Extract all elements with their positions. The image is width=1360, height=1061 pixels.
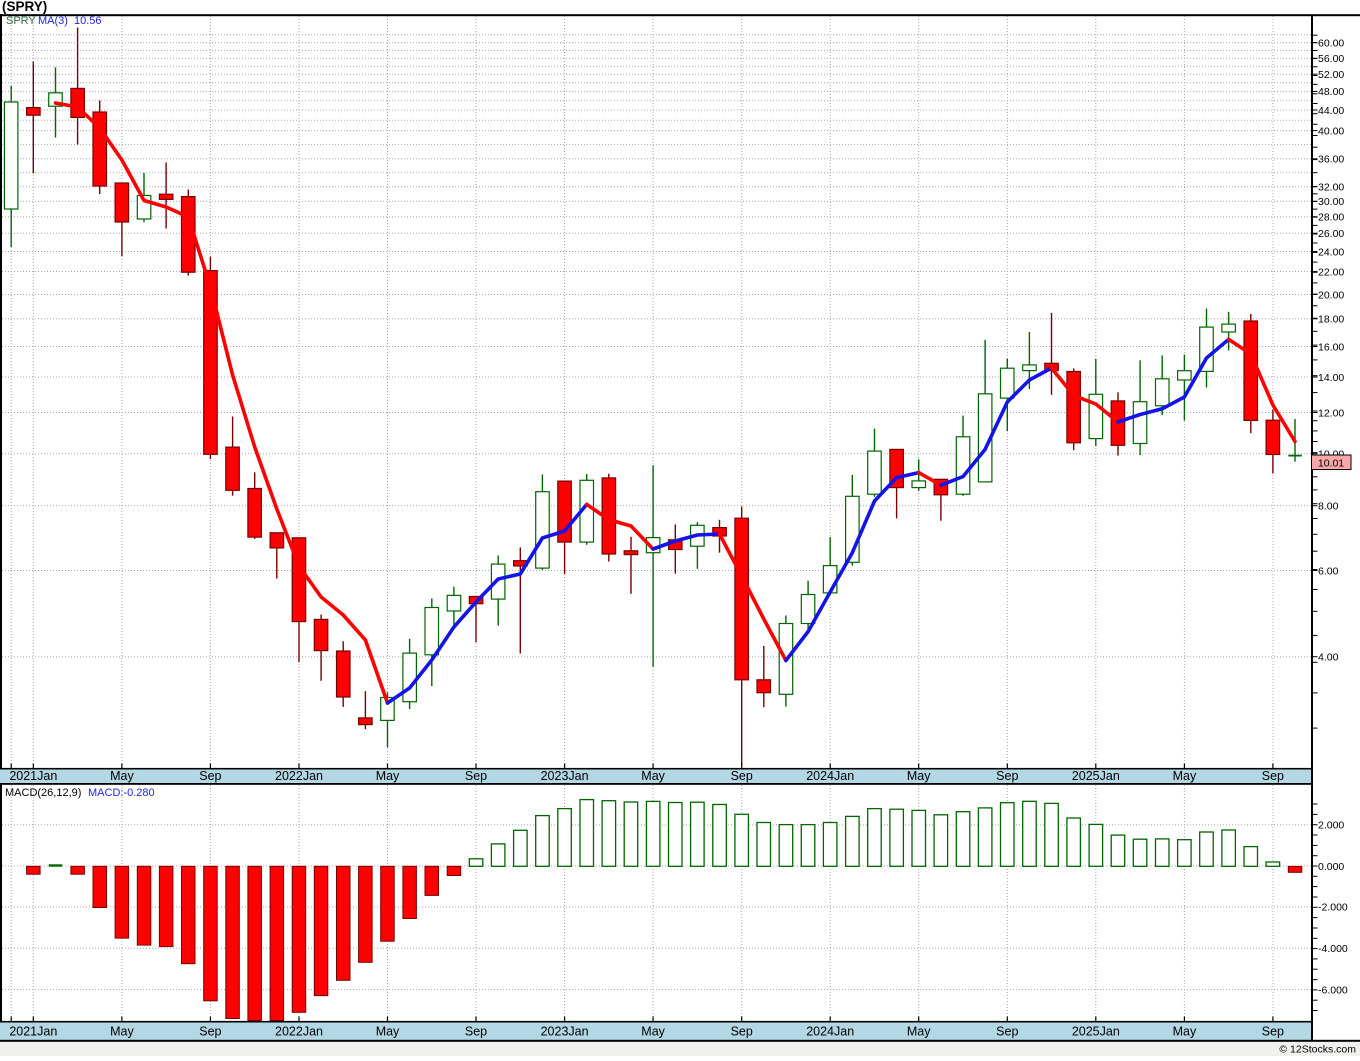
svg-text:2025Jan: 2025Jan	[1072, 769, 1120, 783]
svg-text:0.000: 0.000	[1318, 861, 1344, 873]
svg-text:2023Jan: 2023Jan	[541, 769, 589, 783]
svg-text:2024Jan: 2024Jan	[806, 1024, 854, 1038]
svg-text:8.00: 8.00	[1318, 501, 1339, 513]
svg-text:Sep: Sep	[1262, 1024, 1284, 1038]
svg-text:2021Jan: 2021Jan	[9, 769, 57, 783]
svg-text:2021Jan: 2021Jan	[9, 1024, 57, 1038]
svg-text:28.00: 28.00	[1318, 212, 1344, 224]
svg-text:© 12Stocks.com: © 12Stocks.com	[1279, 1044, 1356, 1056]
svg-text:2025Jan: 2025Jan	[1072, 1024, 1120, 1038]
svg-text:18.00: 18.00	[1318, 314, 1344, 326]
svg-text:May: May	[110, 1024, 134, 1038]
svg-text:May: May	[907, 1024, 931, 1038]
svg-text:MACD:-0.280: MACD:-0.280	[88, 787, 155, 799]
svg-text:May: May	[1173, 769, 1197, 783]
svg-text:40.00: 40.00	[1318, 125, 1344, 137]
svg-text:May: May	[907, 769, 931, 783]
svg-text:May: May	[641, 1024, 665, 1038]
svg-text:48.00: 48.00	[1318, 86, 1344, 98]
svg-text:2022Jan: 2022Jan	[275, 1024, 323, 1038]
svg-text:(SPRY): (SPRY)	[2, 0, 47, 14]
svg-text:10.56: 10.56	[74, 15, 102, 27]
svg-text:16.00: 16.00	[1318, 341, 1344, 353]
svg-text:Sep: Sep	[996, 769, 1018, 783]
svg-text:May: May	[110, 769, 134, 783]
svg-text:MA(3): MA(3)	[38, 15, 68, 27]
svg-text:-6.000: -6.000	[1318, 984, 1348, 996]
svg-text:Sep: Sep	[1262, 769, 1284, 783]
svg-text:22.00: 22.00	[1318, 266, 1344, 278]
svg-text:May: May	[376, 769, 400, 783]
svg-text:2022Jan: 2022Jan	[275, 769, 323, 783]
svg-text:12.00: 12.00	[1318, 407, 1344, 419]
svg-text:24.00: 24.00	[1318, 246, 1344, 258]
svg-text:36.00: 36.00	[1318, 154, 1344, 166]
svg-text:May: May	[641, 769, 665, 783]
svg-text:20.00: 20.00	[1318, 289, 1344, 301]
svg-text:MACD(26,12,9): MACD(26,12,9)	[5, 787, 81, 799]
svg-text:Sep: Sep	[199, 1024, 221, 1038]
svg-text:Sep: Sep	[465, 1024, 487, 1038]
svg-text:14.00: 14.00	[1318, 372, 1344, 384]
svg-text:60.00: 60.00	[1318, 37, 1344, 49]
svg-text:Sep: Sep	[996, 1024, 1018, 1038]
svg-text:2.000: 2.000	[1318, 820, 1344, 832]
svg-text:6.00: 6.00	[1318, 565, 1339, 577]
svg-text:52.00: 52.00	[1318, 69, 1344, 81]
svg-text:-4.000: -4.000	[1318, 943, 1348, 955]
svg-text:2024Jan: 2024Jan	[806, 769, 854, 783]
svg-text:10.01: 10.01	[1318, 457, 1344, 469]
svg-text:Sep: Sep	[731, 1024, 753, 1038]
svg-text:32.00: 32.00	[1318, 182, 1344, 194]
svg-text:26.00: 26.00	[1318, 228, 1344, 240]
svg-text:May: May	[376, 1024, 400, 1038]
svg-text:Sep: Sep	[465, 769, 487, 783]
svg-text:May: May	[1173, 1024, 1197, 1038]
svg-text:Sep: Sep	[731, 769, 753, 783]
svg-text:SPRY: SPRY	[6, 15, 36, 27]
svg-text:Sep: Sep	[199, 769, 221, 783]
svg-text:56.00: 56.00	[1318, 53, 1344, 65]
svg-text:30.00: 30.00	[1318, 196, 1344, 208]
svg-text:2023Jan: 2023Jan	[541, 1024, 589, 1038]
svg-text:44.00: 44.00	[1318, 105, 1344, 117]
svg-text:-2.000: -2.000	[1318, 902, 1348, 914]
svg-text:4.00: 4.00	[1318, 652, 1339, 664]
